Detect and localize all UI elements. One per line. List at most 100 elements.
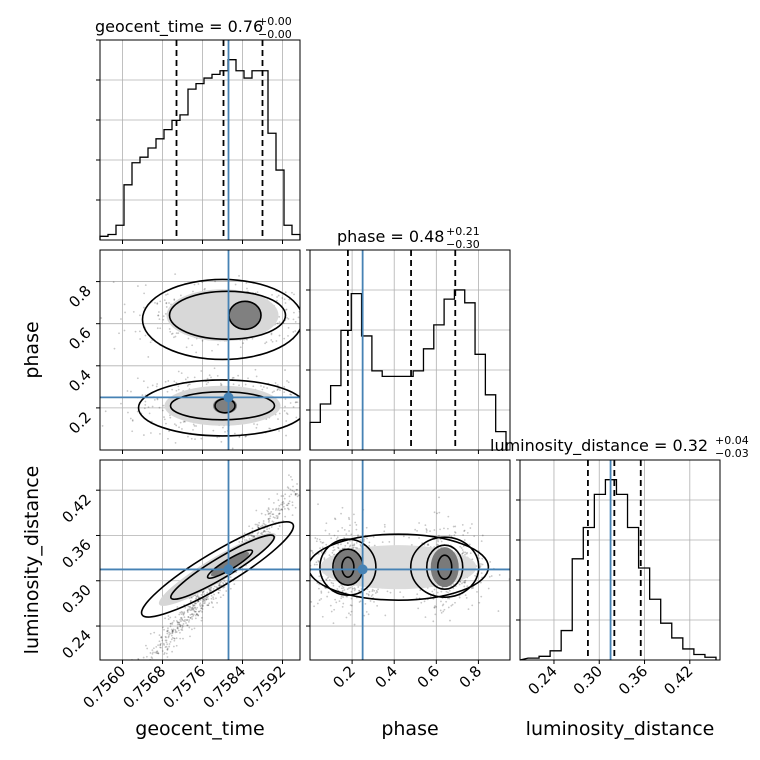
sample-point	[158, 311, 160, 313]
sample-point	[314, 537, 317, 539]
sample-point	[262, 520, 265, 522]
sample-point	[168, 328, 171, 330]
sample-point	[480, 572, 483, 575]
sample-point	[330, 581, 333, 584]
sample-point	[156, 652, 159, 655]
sample-point	[440, 600, 442, 603]
sample-point	[64, 733, 66, 735]
sample-point	[194, 607, 196, 609]
sample-point	[195, 613, 198, 616]
sample-point	[169, 625, 172, 628]
sample-point	[313, 473, 315, 475]
sample-point	[462, 551, 465, 554]
sample-point	[126, 390, 129, 392]
sample-point	[209, 589, 212, 592]
sample-point	[120, 318, 122, 320]
sample-point	[458, 596, 461, 599]
sample-point	[328, 533, 331, 535]
sample-point	[169, 641, 172, 643]
sample-point	[108, 705, 110, 707]
sample-point	[201, 281, 204, 284]
sample-point	[334, 598, 337, 601]
sample-point	[201, 608, 204, 610]
sample-point	[163, 653, 165, 656]
sample-point	[182, 614, 185, 616]
sample-point	[306, 491, 308, 493]
sample-point	[218, 584, 221, 587]
sample-point	[179, 618, 181, 621]
sample-point	[346, 541, 349, 544]
sample-point	[219, 583, 221, 586]
sample-point	[302, 478, 304, 480]
sample-point	[478, 601, 481, 604]
sample-point	[207, 381, 210, 384]
truth-point	[223, 564, 234, 575]
sample-point	[270, 339, 273, 341]
sample-point	[367, 593, 370, 596]
sample-point	[169, 661, 171, 663]
sample-point	[323, 557, 326, 560]
sample-point	[193, 604, 196, 606]
sample-point	[219, 589, 221, 592]
sample-point	[162, 315, 165, 318]
sample-point	[251, 527, 254, 530]
sample-point	[312, 482, 314, 484]
sample-point	[220, 384, 222, 387]
sample-point	[264, 513, 267, 516]
sample-point	[175, 381, 178, 384]
sample-point	[137, 657, 140, 660]
sample-point	[158, 634, 161, 637]
sample-point	[342, 596, 345, 599]
sample-point	[224, 431, 226, 433]
sample-point	[438, 511, 441, 514]
xlabel-phase: phase	[381, 718, 438, 740]
panel-frame	[99, 459, 301, 661]
sample-point	[316, 563, 318, 566]
sample-point	[139, 338, 142, 340]
sample-point	[479, 565, 482, 567]
sample-point	[340, 543, 342, 546]
sample-point	[268, 519, 270, 522]
sample-point	[349, 586, 352, 589]
sample-point	[277, 527, 280, 530]
sample-point	[176, 621, 179, 623]
sample-point	[143, 292, 146, 295]
sample-point	[195, 608, 198, 611]
sample-point	[102, 724, 104, 726]
sample-point	[348, 530, 350, 532]
sample-point	[253, 423, 255, 425]
sample-point	[353, 623, 356, 626]
sample-point	[174, 630, 177, 632]
sample-point	[238, 436, 241, 438]
sample-point	[442, 603, 445, 606]
sample-point	[267, 507, 270, 509]
sample-point	[271, 520, 274, 523]
sample-point	[187, 605, 190, 608]
sample-point	[315, 406, 317, 408]
sample-point	[341, 506, 344, 509]
sample-point	[173, 637, 176, 640]
sample-point	[268, 512, 271, 515]
sample-point	[153, 398, 156, 401]
sample-point	[178, 623, 181, 626]
sample-point	[318, 599, 321, 601]
sample-point	[191, 613, 194, 616]
sample-point	[311, 474, 313, 476]
sample-point	[461, 552, 464, 555]
sample-point	[196, 606, 199, 609]
sample-point	[268, 527, 271, 530]
sample-point	[313, 405, 315, 407]
sample-point	[370, 595, 373, 597]
sample-point	[335, 601, 338, 604]
sample-point	[442, 610, 445, 613]
sample-point	[166, 632, 169, 635]
sample-point	[439, 528, 441, 531]
sample-point	[282, 505, 285, 508]
sample-point	[192, 613, 195, 616]
density-blob	[213, 397, 237, 414]
sample-point	[164, 312, 167, 315]
sample-point	[277, 418, 279, 420]
sample-point	[188, 605, 191, 608]
sample-point	[163, 416, 165, 418]
sample-point	[165, 639, 168, 642]
